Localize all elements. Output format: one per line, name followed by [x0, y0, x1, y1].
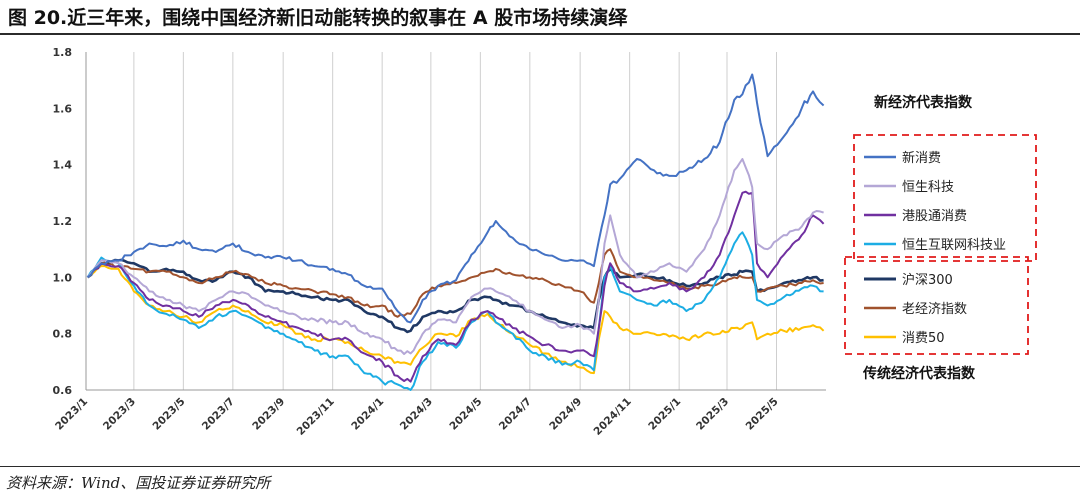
series-line	[86, 158, 824, 355]
bottom-divider	[0, 466, 1080, 467]
legend-label: 恒生互联网科技业	[902, 238, 1006, 253]
chart-title: 图 20.近三年来，围绕中国经济新旧动能转换的叙事在 A 股市场持续演绎	[8, 7, 628, 29]
series-line	[86, 231, 824, 391]
series-line	[86, 265, 825, 375]
line-chart: 0.6 0.8 1.0 1.2 1.4 1.6 1.8 2023/1 2023/3 2023/5…	[53, 46, 1037, 438]
grid-lines	[85, 52, 778, 390]
legend-group-title: 新经济代表指数	[874, 94, 973, 111]
x-tick-label: 2023/3	[101, 396, 138, 433]
x-tick-label: 2023/1	[53, 396, 90, 433]
x-tick-label: 2024/9	[547, 396, 584, 433]
series-line	[86, 248, 824, 318]
series-line	[86, 258, 824, 334]
x-tick-label: 2023/7	[200, 396, 237, 433]
x-tick-label: 2024/1	[349, 396, 386, 433]
y-axis: 0.6 0.8 1.0 1.2 1.4 1.6 1.8	[53, 46, 87, 397]
series-line	[86, 73, 825, 324]
y-tick-label: 1.0	[53, 271, 73, 284]
x-axis: 2023/1 2023/3 2023/5 2023/7 2023/9 2023/11 202…	[53, 389, 826, 438]
top-divider	[0, 33, 1080, 35]
legend-group-box	[853, 134, 1037, 262]
series-line	[86, 190, 825, 383]
x-tick-label: 2024/7	[497, 396, 534, 433]
legend-label: 沪深300	[902, 272, 953, 288]
x-tick-label: 2024/5	[447, 396, 484, 433]
x-tick-label: 2024/11	[592, 396, 634, 438]
x-tick-label: 2023/11	[295, 396, 337, 438]
legend-label: 消费50	[902, 331, 945, 346]
x-tick-label: 2025/5	[744, 396, 781, 433]
x-tick-label: 2023/5	[150, 396, 187, 433]
x-tick-label: 2025/3	[694, 396, 731, 433]
legend-label: 恒生科技	[902, 180, 954, 195]
y-tick-label: 1.8	[53, 46, 73, 59]
x-tick-label: 2024/3	[398, 396, 435, 433]
x-tick-label: 2025/1	[646, 396, 683, 433]
y-tick-label: 1.6	[53, 102, 73, 115]
legend-label: 港股通消费	[902, 209, 967, 224]
legend-group-box	[844, 256, 1029, 355]
legend-group-title: 传统经济代表指数	[862, 365, 976, 382]
x-tick-label: 2023/9	[250, 396, 287, 433]
legend-label: 新消费	[902, 150, 941, 166]
source-note: 资料来源：Wind、国投证券证券研究所	[6, 474, 271, 492]
series-lines	[86, 73, 825, 391]
y-tick-label: 0.6	[53, 384, 73, 397]
y-tick-label: 1.2	[53, 215, 73, 228]
y-tick-label: 1.4	[53, 159, 73, 172]
y-tick-label: 0.8	[53, 328, 73, 341]
legend-label: 老经济指数	[902, 302, 967, 317]
